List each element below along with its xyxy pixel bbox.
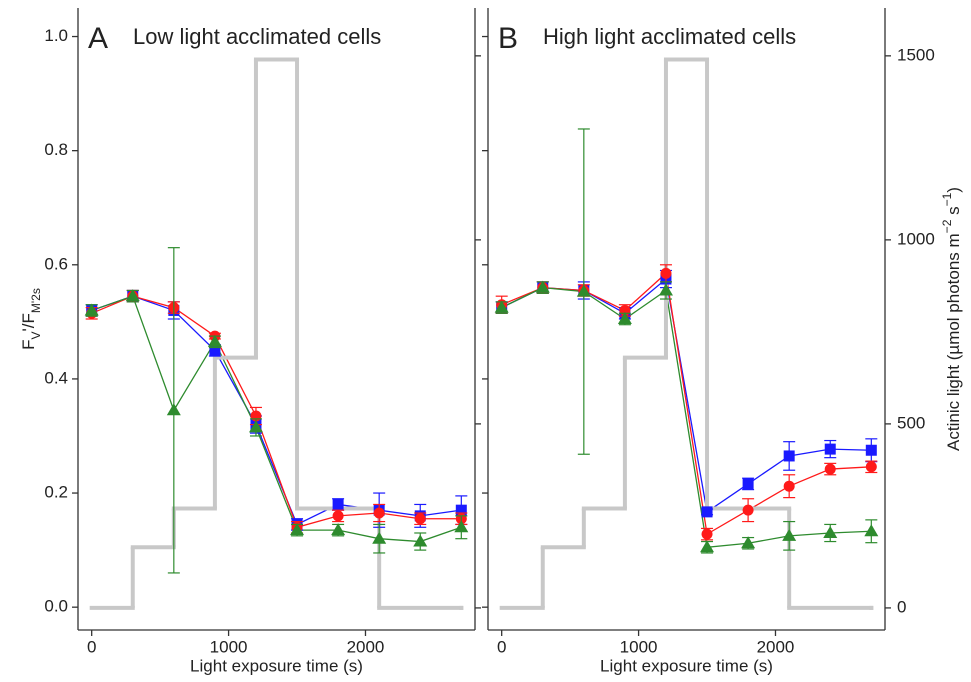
- x-tick-label: 1000: [620, 637, 658, 656]
- marker: [209, 344, 221, 356]
- marker: [494, 300, 509, 313]
- marker: [617, 312, 632, 324]
- y2-tick-label: 0: [897, 597, 906, 616]
- y-axis-label-part: V: [29, 331, 43, 339]
- marker: [125, 289, 140, 302]
- series-line: [91, 295, 462, 543]
- marker: [576, 284, 591, 297]
- y-axis-label-part: F: [19, 339, 38, 349]
- marker: [783, 480, 795, 492]
- y2-axis-label-part: −2: [940, 219, 954, 233]
- series-line: [501, 272, 872, 536]
- marker: [658, 283, 673, 296]
- y-tick-label: 0.6: [44, 254, 68, 273]
- x-axis-label: Light exposure time (s): [600, 656, 773, 675]
- series-line: [91, 295, 462, 529]
- panel-label: B: [498, 22, 518, 55]
- x-tick-label: 2000: [347, 637, 385, 656]
- marker: [535, 280, 550, 293]
- marker: [207, 334, 222, 347]
- y-tick-label: 0.8: [44, 140, 68, 159]
- y2-axis-label-part: −1: [940, 192, 954, 206]
- y2-axis-label-part: s: [944, 206, 963, 219]
- marker: [166, 403, 181, 416]
- x-tick-label: 1000: [210, 637, 248, 656]
- marker: [413, 534, 428, 547]
- y2-axis-label: Actinic light (µmol photons m−2 s−1): [940, 187, 963, 451]
- marker: [824, 463, 836, 475]
- marker: [332, 498, 344, 510]
- panel-title: High light acclimated cells: [543, 24, 796, 49]
- marker: [742, 478, 754, 490]
- marker: [84, 303, 99, 316]
- marker: [290, 523, 305, 536]
- series-line: [501, 277, 872, 513]
- x-tick-label: 2000: [757, 637, 795, 656]
- marker: [701, 506, 713, 518]
- marker: [865, 444, 877, 456]
- series-line: [501, 286, 872, 548]
- marker: [660, 267, 672, 279]
- marker: [741, 536, 756, 549]
- y2-axis-label-part: Actinic light (µmol photons m: [944, 233, 963, 451]
- marker: [742, 504, 754, 516]
- series-line: [91, 295, 462, 526]
- x-tick-label: 0: [87, 637, 96, 656]
- y-tick-label: 0.2: [44, 483, 68, 502]
- marker: [372, 531, 387, 544]
- marker: [865, 461, 877, 473]
- y-tick-label: 1.0: [44, 26, 68, 45]
- marker: [455, 504, 467, 516]
- marker: [783, 450, 795, 462]
- marker: [700, 540, 715, 553]
- panel-title: Low light acclimated cells: [133, 24, 381, 49]
- y-tick-label: 0.0: [44, 597, 68, 616]
- marker: [824, 443, 836, 455]
- marker: [331, 523, 346, 536]
- y2-tick-label: 1500: [897, 45, 935, 64]
- marker: [701, 528, 713, 540]
- y-tick-label: 0.4: [44, 368, 68, 387]
- marker: [823, 525, 838, 538]
- marker: [248, 420, 263, 433]
- y2-tick-label: 1000: [897, 229, 935, 248]
- marker: [332, 510, 344, 522]
- y-axis-label-part: '/F: [19, 313, 38, 331]
- marker: [864, 524, 879, 537]
- marker: [414, 513, 426, 525]
- y-axis-label: FV'/FM'2s: [19, 288, 43, 350]
- y-axis-label-part: M'2s: [29, 288, 43, 313]
- x-axis-label: Light exposure time (s): [190, 656, 363, 675]
- y2-axis-label-part: ): [944, 187, 963, 193]
- marker: [373, 507, 385, 519]
- x-tick-label: 0: [497, 637, 506, 656]
- marker: [782, 528, 797, 541]
- y2-tick-label: 500: [897, 413, 925, 432]
- marker: [454, 520, 469, 533]
- panel-label: A: [88, 22, 108, 55]
